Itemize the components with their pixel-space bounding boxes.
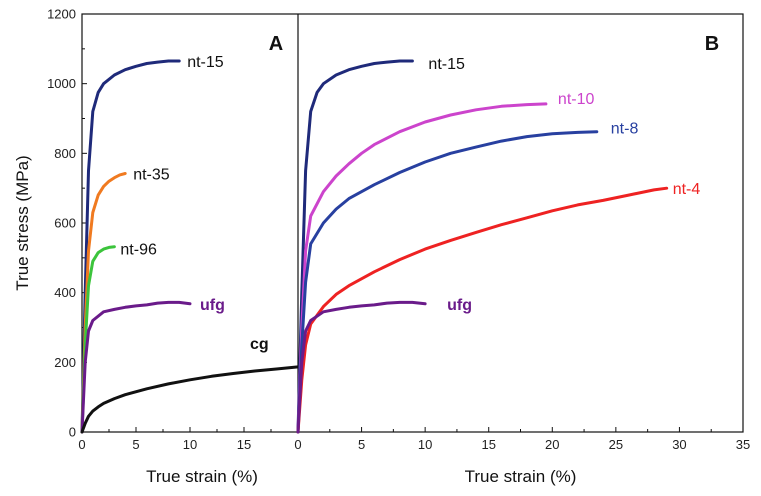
y-tick-label: 1200 bbox=[47, 7, 76, 22]
x-tick-label: 15 bbox=[237, 437, 251, 452]
axes-layer: 0 5 10 15 0 200 400 600 800 1000 1200 0 5 10 15 20 25 30 3… bbox=[47, 7, 750, 453]
series-label-nt-10: nt-10 bbox=[558, 91, 595, 108]
x-tick-label: 10 bbox=[183, 437, 197, 452]
series-line-nt-96 bbox=[80, 245, 116, 434]
x-tick-label: 35 bbox=[736, 437, 750, 452]
series-line-nt-10 bbox=[296, 102, 548, 434]
y-tick-label: 600 bbox=[54, 216, 76, 231]
label-layer: True strain (%) True stress (MPa) Ant-15 nt… bbox=[13, 33, 719, 486]
series-label-nt-8: nt-8 bbox=[611, 121, 639, 138]
panel-label: A bbox=[269, 33, 283, 55]
y-axis-label: True stress (MPa) bbox=[13, 155, 32, 290]
x-tick-label: 5 bbox=[132, 437, 139, 452]
series-line-ufg bbox=[296, 300, 427, 434]
series-label-cg: cg bbox=[250, 336, 269, 353]
x-tick-label: 25 bbox=[609, 437, 623, 452]
x-tick-label: 15 bbox=[481, 437, 495, 452]
x-tick-label: 0 bbox=[294, 437, 301, 452]
series-line-nt-4 bbox=[296, 186, 669, 434]
x-tick-label: 0 bbox=[78, 437, 85, 452]
series-label-nt-35: nt-35 bbox=[133, 167, 170, 184]
series-label-nt-96: nt-96 bbox=[120, 242, 157, 259]
series-line-nt-15 bbox=[296, 59, 414, 434]
y-tick-label: 1000 bbox=[47, 76, 76, 91]
panel-label: B bbox=[705, 33, 719, 55]
series-label-ufg: ufg bbox=[200, 297, 225, 314]
series-line-nt-15 bbox=[80, 59, 181, 434]
series-label-nt-15: nt-15 bbox=[428, 56, 465, 73]
series-label-ufg: ufg bbox=[447, 297, 472, 314]
series-line-ufg bbox=[80, 300, 192, 434]
series-label-nt-4: nt-4 bbox=[673, 181, 701, 198]
x-tick-label: 30 bbox=[672, 437, 686, 452]
x-tick-label: 20 bbox=[545, 437, 559, 452]
series-label-nt-15: nt-15 bbox=[187, 54, 224, 71]
x-tick-label: 10 bbox=[418, 437, 432, 452]
x-axis-label: True strain (%) bbox=[146, 467, 258, 486]
series-layer bbox=[80, 59, 669, 434]
y-tick-label: 0 bbox=[69, 425, 76, 440]
y-tick-label: 400 bbox=[54, 285, 76, 300]
y-tick-label: 200 bbox=[54, 355, 76, 370]
x-tick-label: 5 bbox=[358, 437, 365, 452]
plot-frame bbox=[81, 13, 744, 433]
series-line-cg bbox=[80, 365, 300, 434]
series-line-nt-8 bbox=[296, 130, 599, 434]
x-axis-label: True strain (%) bbox=[465, 467, 577, 486]
y-tick-label: 800 bbox=[54, 146, 76, 161]
